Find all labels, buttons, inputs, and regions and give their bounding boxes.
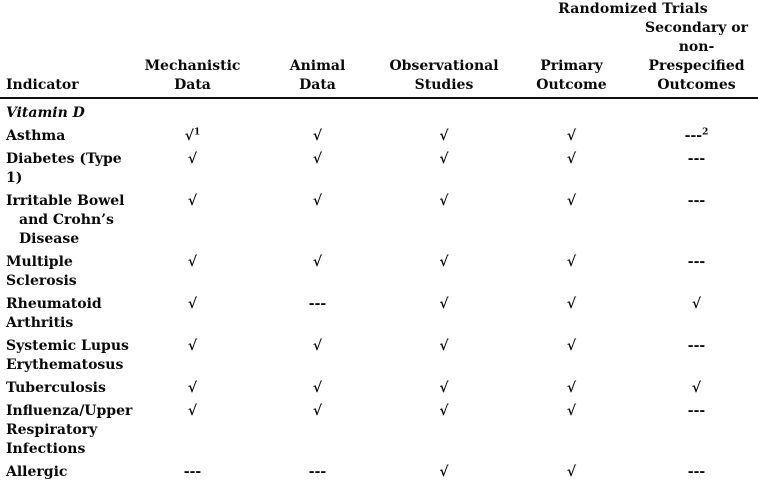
value-cell-observational: √ (439, 338, 449, 354)
table-row-asthma: Asthma √1 √ √ √ ---2 (0, 125, 758, 148)
value-cell-animal: √ (312, 128, 323, 144)
value-cell-primary: √ (566, 151, 577, 167)
value-cell-observational: √ (380, 461, 508, 484)
table-row-tuberculosis: Tuberculosis √ √ √ √ √ (0, 377, 758, 400)
spanner-label: Randomized Trials (558, 1, 708, 17)
value-cell-mechanistic: √ (187, 254, 198, 270)
value-cell-primary: √ (566, 296, 577, 312)
indicator-cell: Influenza/Upper Respiratory Infections (6, 403, 133, 457)
value-cell-secondary: --- (687, 193, 706, 209)
value-cell-animal: √ (312, 193, 323, 209)
value-cell-mechanistic: --- (130, 461, 255, 484)
indicator-cell: Rheumatoid Arthritis (6, 296, 102, 331)
value-cell-secondary: --- (687, 338, 706, 354)
value-cell-mechanistic: √ (187, 338, 198, 354)
value-cell-primary: √ (566, 380, 577, 396)
value-cell-mechanistic: √ (187, 193, 198, 209)
value-cell-observational: √ (439, 380, 449, 396)
value-cell-observational: √ (439, 128, 449, 144)
column-header-secondary-outcomes: Secondary or non- Prespecified Outcomes (635, 19, 758, 99)
column-header-indicator: Indicator (0, 19, 130, 99)
value-cell-primary: √ (566, 254, 577, 270)
table-row-rheumatoid-arthritis: Rheumatoid Arthritis √ --- √ √ √ (0, 293, 758, 335)
value-cell-mechanistic: √1 (184, 127, 201, 144)
value-cell-secondary: --- (687, 151, 706, 167)
table-row-multiple-sclerosis: Multiple Sclerosis √ √ √ √ --- (0, 251, 758, 293)
value-cell-animal: --- (255, 461, 380, 484)
value-cell-animal: √ (312, 338, 323, 354)
value-cell-mechanistic: √ (187, 151, 198, 167)
value-cell-animal: --- (308, 296, 327, 312)
indicator-cell: Multiple Sclerosis (6, 254, 77, 289)
footnote-marker: 2 (702, 127, 709, 138)
indicator-cell: Irritable Bowel and Crohn’s Disease (6, 193, 125, 247)
value-cell-mechanistic: √ (187, 380, 198, 396)
column-header-row: Indicator Mechanistic Data Animal Data O… (0, 19, 758, 99)
indicator-cell: Systemic Lupus Erythematosus (6, 338, 129, 373)
value-cell-primary: √ (566, 338, 577, 354)
value-cell-secondary: --- (687, 403, 706, 419)
value-cell-observational: √ (439, 403, 449, 419)
value-cell-primary: √ (508, 461, 635, 484)
table-row-influenza: Influenza/Upper Respiratory Infections √… (0, 400, 758, 461)
column-header-animal-data: Animal Data (255, 19, 380, 99)
value-cell-animal: √ (312, 254, 323, 270)
indicator-cell: Diabetes (Type 1) (6, 151, 122, 186)
section-row-vitamin-d: Vitamin D (0, 98, 758, 125)
value-cell-secondary: --- (687, 254, 706, 270)
value-cell-mechanistic: √ (187, 403, 198, 419)
value-cell-mechanistic: √ (187, 296, 198, 312)
footnote-marker: 1 (193, 127, 201, 138)
value-cell-primary: √ (566, 193, 577, 209)
table-row-allergic-rhinitis: Allergic Rhinitis --- --- √ √ --- (0, 461, 758, 484)
indicator-cell: Asthma (6, 128, 66, 144)
section-label: Vitamin D (6, 105, 85, 121)
value-cell-animal: √ (312, 380, 323, 396)
value-cell-observational: √ (439, 296, 449, 312)
value-cell-observational: √ (439, 254, 449, 270)
value-cell-secondary: √ (691, 296, 702, 312)
table-row-irritable-bowel: Irritable Bowel and Crohn’s Disease √ √ … (0, 190, 758, 251)
spanner-spacer (0, 0, 508, 19)
value-cell-primary: √ (566, 403, 577, 419)
value-cell-secondary: ---2 (684, 127, 709, 144)
randomized-trials-spanner: Randomized Trials (508, 0, 758, 19)
indicator-cell: Allergic Rhinitis (0, 461, 130, 484)
indicator-cell: Tuberculosis (6, 380, 106, 396)
table-row-systemic-lupus: Systemic Lupus Erythematosus √ √ √ √ --- (0, 335, 758, 377)
value-cell-observational: √ (439, 193, 449, 209)
value-cell-secondary: √ (691, 380, 702, 396)
value-cell-animal: √ (312, 151, 323, 167)
value-cell-observational: √ (439, 151, 449, 167)
value-cell-primary: √ (566, 128, 577, 144)
value-cell-secondary: --- (635, 461, 758, 484)
column-header-observational-studies: Observational Studies (380, 19, 508, 99)
table-row-diabetes: Diabetes (Type 1) √ √ √ √ --- (0, 148, 758, 190)
column-header-primary-outcome: Primary Outcome (508, 19, 635, 99)
column-header-mechanistic-data: Mechanistic Data (130, 19, 255, 99)
value-cell-animal: √ (312, 403, 323, 419)
spanner-row: Randomized Trials (0, 0, 758, 19)
